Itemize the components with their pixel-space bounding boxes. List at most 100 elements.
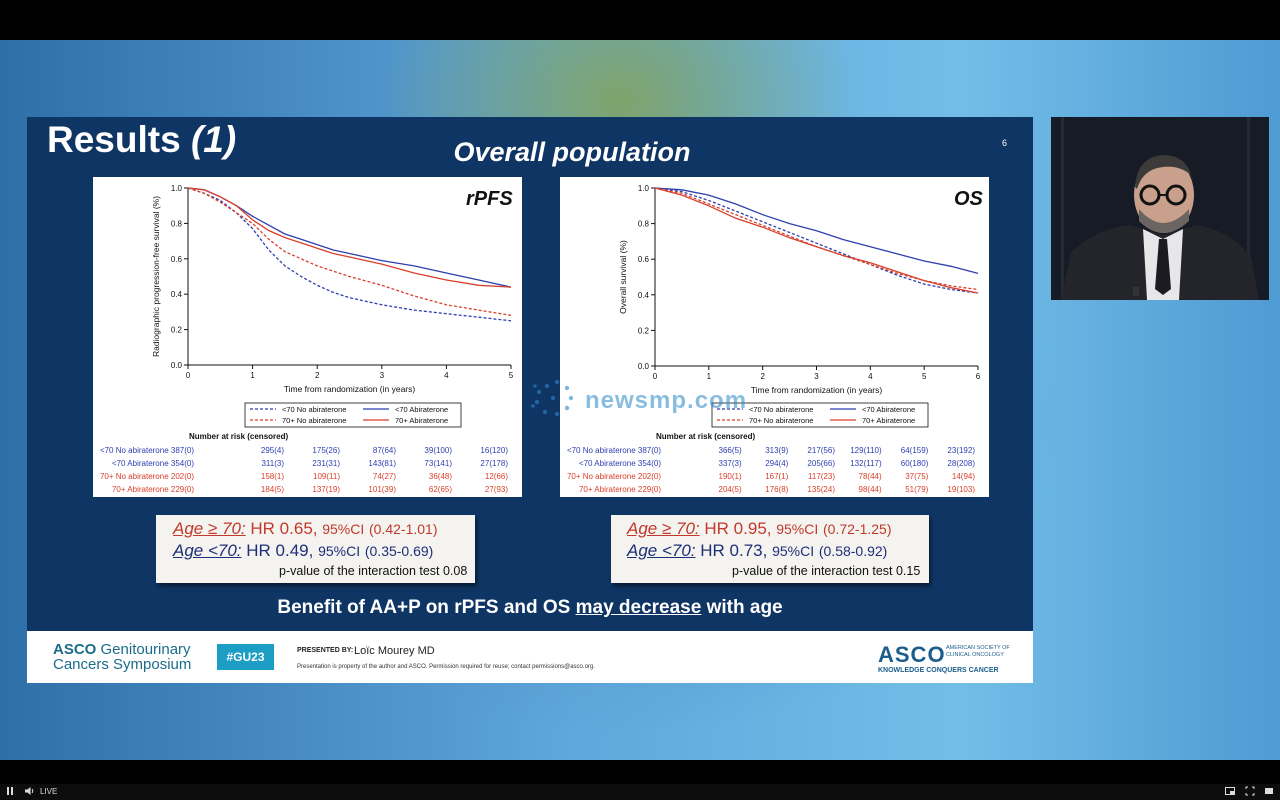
- legend-label: 70+ No abiraterone: [749, 416, 813, 425]
- at-risk-row-label: 70+ No abiraterone 202(0): [100, 472, 194, 481]
- x-axis-label: Time from randomization (in years): [751, 385, 883, 395]
- pause-icon-glyph: [7, 787, 13, 795]
- pause-icon[interactable]: [6, 786, 16, 800]
- at-risk-value: 217(56): [807, 446, 835, 455]
- at-risk-value: 190(1): [719, 472, 742, 481]
- y-tick-label: 0.6: [171, 255, 183, 264]
- meeting-logo: ASCO Genitourinary Cancers Symposium: [53, 642, 191, 672]
- series-line: [187, 187, 512, 317]
- ci-label: 95%CI: [776, 521, 819, 537]
- ci-label: 95%CI: [772, 543, 815, 559]
- at-risk-value: 204(5): [719, 485, 742, 494]
- meeting-logo-line1: Genitourinary: [96, 641, 191, 658]
- legend-label: 70+ Abiraterone: [395, 416, 448, 425]
- conclusion-text-end: with age: [701, 597, 783, 618]
- series-line: [654, 187, 979, 275]
- theater-mode-icon[interactable]: [1264, 786, 1274, 800]
- asco-logo-word: ASCO: [878, 642, 946, 667]
- at-risk-value: 132(117): [850, 459, 882, 468]
- slide-conclusion: Benefit of AA+P on rPFS and OS may decre…: [27, 597, 1033, 619]
- at-risk-value: 60(180): [901, 459, 929, 468]
- chart-svg: 0.0 0.2 0.4 0.6 0.8 1.0 0 1 2 3 4 5 Time from random…: [100, 184, 514, 494]
- at-risk-value: 27(178): [480, 459, 508, 468]
- at-risk-value: 137(19): [312, 485, 340, 494]
- series-line: [187, 187, 512, 288]
- age-label: Age <70:: [627, 541, 696, 560]
- y-tick-label: 0.0: [638, 362, 650, 371]
- at-risk-value: 28(208): [947, 459, 975, 468]
- x-tick-label: 1: [250, 371, 255, 380]
- ci-value: (0.42-1.01): [369, 521, 438, 537]
- at-risk-value: 73(141): [424, 459, 452, 468]
- meeting-logo-asco: ASCO: [53, 641, 97, 658]
- at-risk-value: 313(9): [765, 446, 788, 455]
- x-tick-label: 6: [976, 372, 981, 381]
- slide-title-text: Results: [47, 119, 181, 160]
- series-line: [187, 187, 512, 322]
- x-tick-label: 3: [380, 371, 385, 380]
- at-risk-value: 12(66): [485, 472, 508, 481]
- series-line: [654, 187, 979, 294]
- at-risk-value: 366(5): [719, 446, 742, 455]
- at-risk-row-label: <70 No abiraterone 387(0): [567, 446, 661, 455]
- at-risk-value: 295(4): [261, 446, 284, 455]
- legend-label: <70 Abiraterone: [395, 405, 448, 414]
- picture-in-picture-icon[interactable]: [1225, 786, 1235, 800]
- series-line: [654, 187, 979, 294]
- at-risk-value: 231(31): [312, 459, 340, 468]
- volume-icon[interactable]: [24, 786, 36, 800]
- hr-line-age-under-70: Age <70: HR 0.49, 95%CI (0.35-0.69): [173, 541, 433, 561]
- x-tick-label: 2: [760, 372, 765, 381]
- hr-value: HR 0.95,: [704, 519, 772, 538]
- slide-subtitle: Overall population: [453, 137, 691, 167]
- legend-label: <70 No abiraterone: [749, 405, 813, 414]
- fullscreen-icon[interactable]: [1245, 786, 1255, 800]
- conclusion-text-emphasis: may decrease: [575, 597, 702, 618]
- ci-value: (0.35-0.69): [364, 543, 434, 559]
- at-risk-row-label: 70+ Abiraterone 229(0): [579, 485, 661, 494]
- series-line: [187, 187, 512, 288]
- at-risk-value: 143(81): [368, 459, 396, 468]
- at-risk-row-label: 70+ No abiraterone 202(0): [567, 472, 661, 481]
- slide-page-number: 6: [1002, 138, 1008, 148]
- os-chart: 0.0 0.2 0.4 0.6 0.8 1.0 0 1 2 3 4 5 6 Time from rando…: [560, 177, 989, 497]
- age-label: Age <70:: [173, 541, 242, 560]
- at-risk-row-label: <70 Abiraterone 354(0): [579, 459, 661, 468]
- x-tick-label: 0: [653, 372, 658, 381]
- legend-box: [711, 402, 929, 428]
- at-risk-value: 27(93): [485, 485, 508, 494]
- at-risk-value: 19(103): [947, 485, 975, 494]
- legend-label: 70+ No abiraterone: [282, 416, 346, 425]
- hr-line-age-70-plus: Age ≥ 70: HR 0.95, 95%CI (0.72-1.25): [627, 519, 891, 539]
- legend-box: [244, 402, 462, 428]
- legend-label: 70+ Abiraterone: [862, 416, 915, 425]
- interaction-p-value: p-value of the interaction test 0.08: [279, 564, 468, 578]
- y-axis-label: Overall survival (%): [618, 240, 628, 314]
- presented-by-label: PRESENTED BY:: [297, 647, 354, 654]
- copyright-disclaimer: Presentation is property of the author a…: [297, 664, 595, 670]
- at-risk-value: 37(75): [905, 472, 928, 481]
- volume-icon-glyph: [25, 787, 34, 795]
- x-axis-label: Time from randomization (in years): [284, 384, 416, 394]
- hr-line-age-70-plus: Age ≥ 70: HR 0.65, 95%CI (0.42-1.01): [173, 519, 437, 539]
- live-label: LIVE: [40, 787, 58, 796]
- y-tick-label: 0.8: [171, 219, 183, 228]
- ci-label: 95%CI: [318, 543, 361, 559]
- at-risk-value: 311(3): [261, 459, 284, 468]
- at-risk-value: 39(100): [424, 446, 452, 455]
- at-risk-value: 175(26): [312, 446, 340, 455]
- slide-title-number: (1): [190, 119, 237, 160]
- at-risk-value: 135(24): [807, 485, 835, 494]
- hazard-ratio-box-os: Age ≥ 70: HR 0.95, 95%CI (0.72-1.25) Age…: [611, 515, 929, 583]
- at-risk-value: 87(64): [373, 446, 396, 455]
- at-risk-value: 109(11): [313, 472, 340, 481]
- x-tick-label: 5: [509, 371, 514, 380]
- x-tick-label: 5: [922, 372, 927, 381]
- asco-logo-tagline: KNOWLEDGE CONQUERS CANCER: [878, 667, 999, 674]
- interaction-p-value: p-value of the interaction test 0.15: [732, 564, 921, 578]
- hr-value: HR 0.65,: [250, 519, 318, 538]
- at-risk-value: 176(8): [765, 485, 788, 494]
- at-risk-value: 23(192): [947, 446, 975, 455]
- at-risk-value: 62(65): [429, 485, 452, 494]
- theater-icon-glyph: [1265, 788, 1273, 794]
